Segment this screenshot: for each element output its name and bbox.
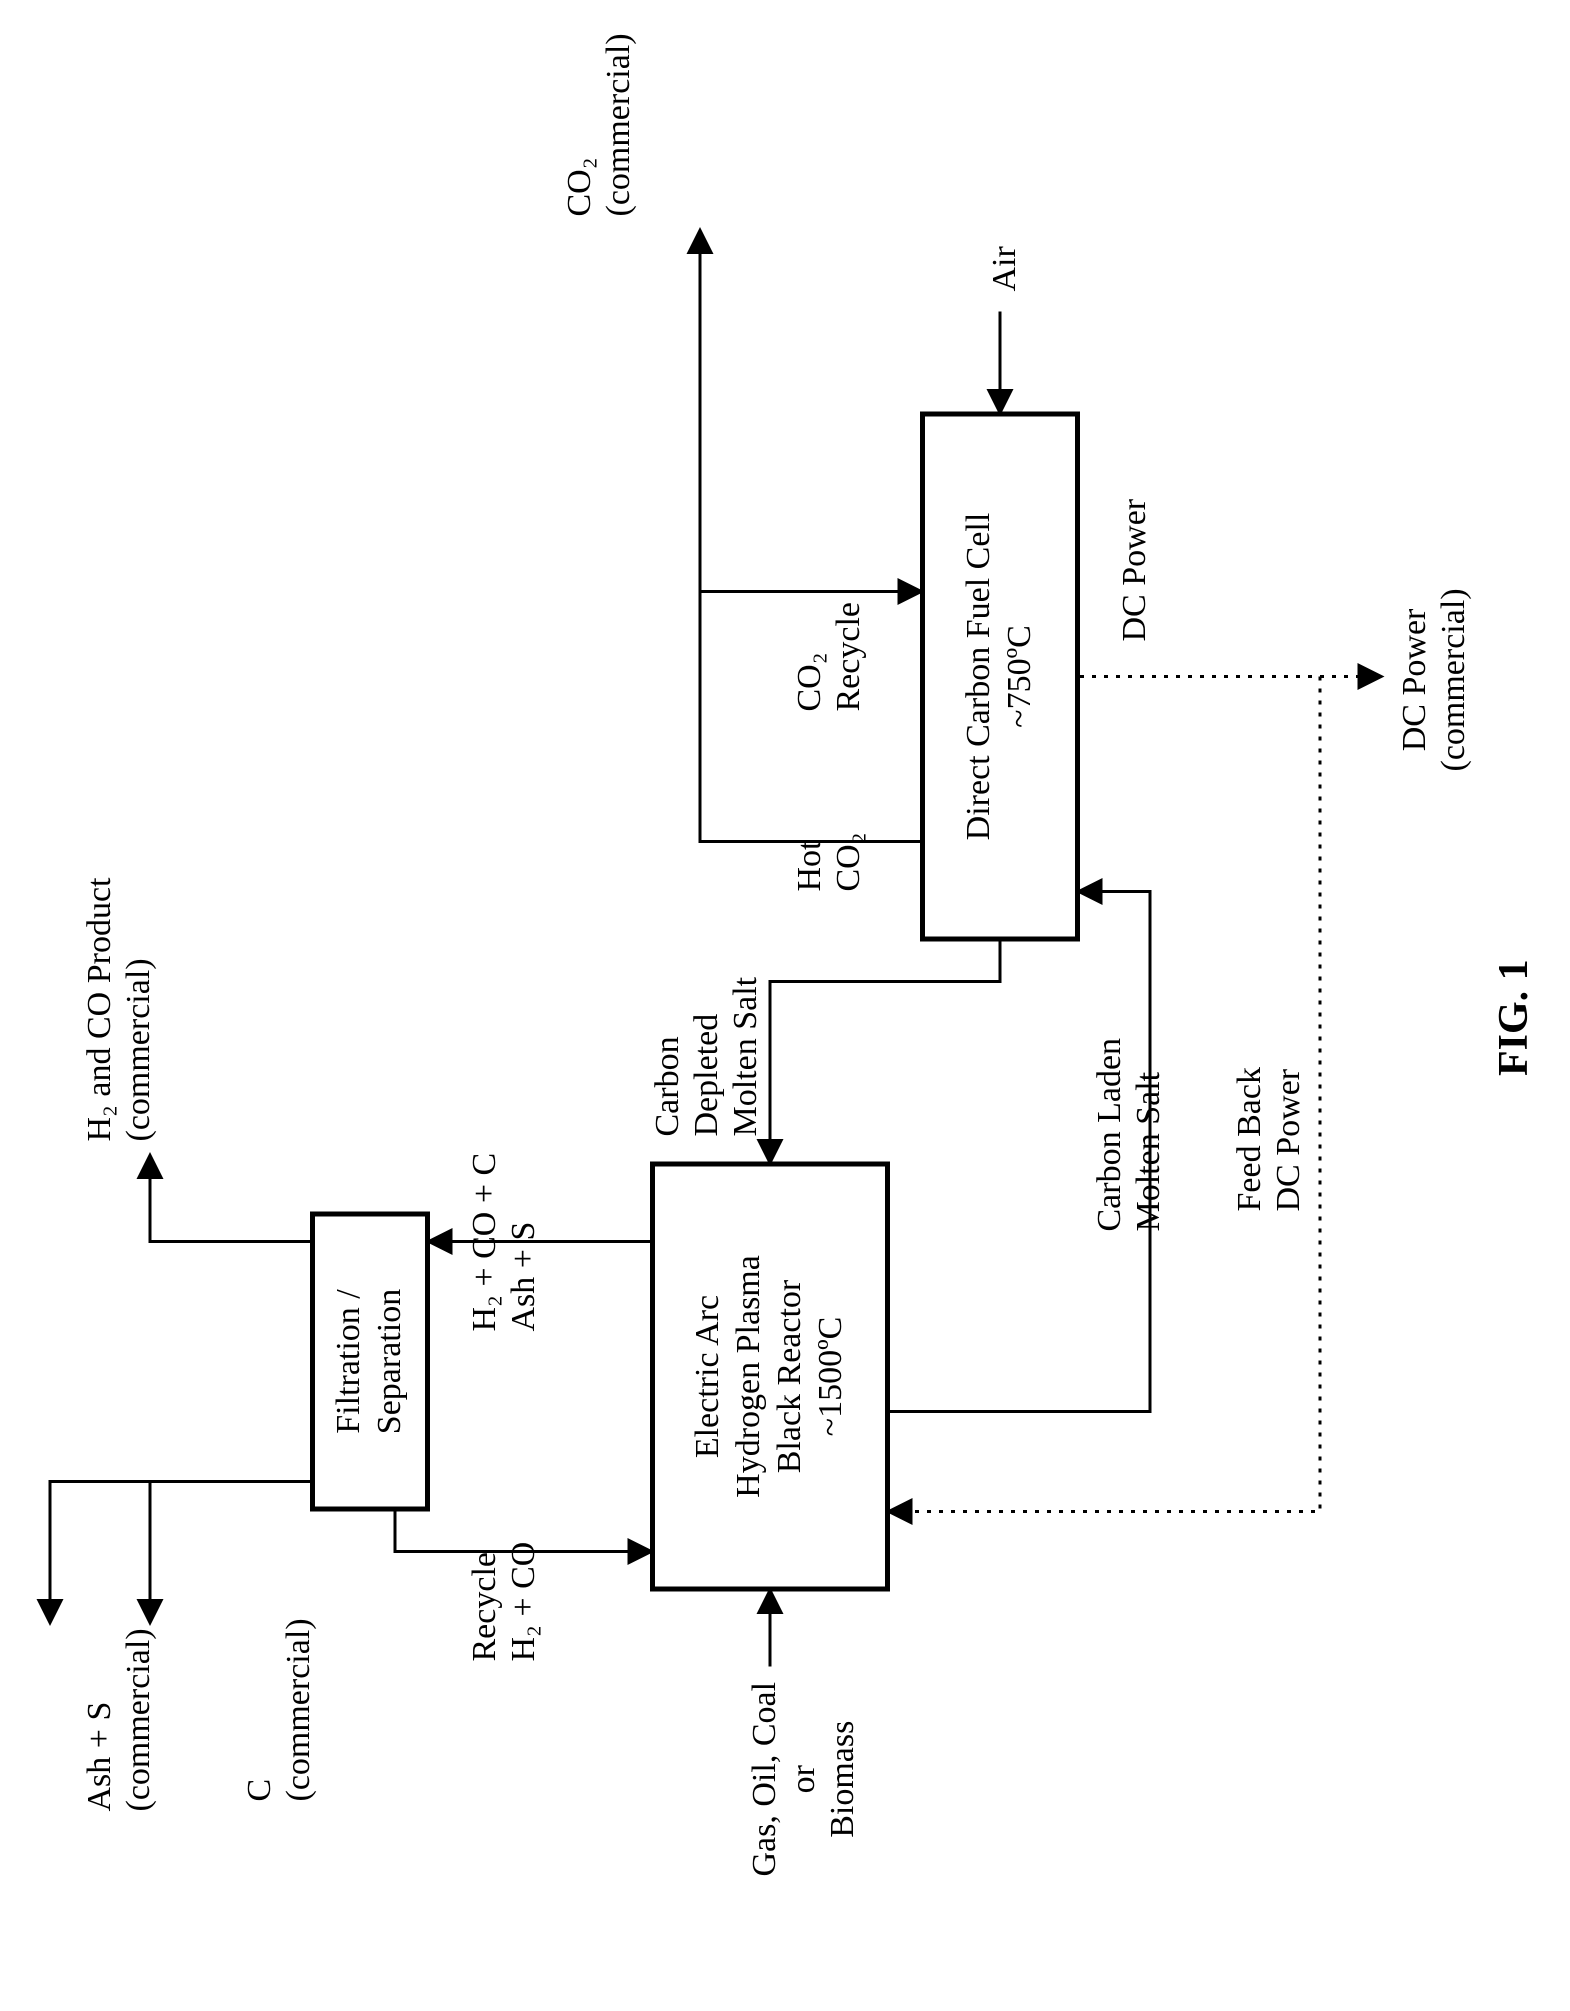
label-ash-s: Ash + S (commercial) (80, 1628, 158, 1811)
label-co2-comm: CO₂ (commercial) (560, 33, 638, 216)
flowchart-canvas: Filtration /Separation Electric ArcHydro… (0, 0, 1570, 2011)
label-c: C (commercial) (240, 1618, 318, 1801)
figure-caption: FIG. 1 (1490, 959, 1538, 1076)
label-carbon-laden: Carbon Laden Molten Salt (1090, 1037, 1168, 1231)
label-hot-co2: Hot CO₂ (790, 832, 868, 891)
label-carbon-dep: Carbon Depleted Molten Salt (648, 976, 765, 1136)
reactor-box: Electric ArcHydrogen PlasmaBlack Reactor… (650, 1161, 890, 1591)
label-dc-comm: DC Power (commercial) (1395, 588, 1473, 771)
label-co2-recycle: CO₂ Recycle (790, 602, 868, 712)
fuelcell-box: Direct Carbon Fuel Cell~750ºC (920, 411, 1080, 941)
label-dc-power: DC Power (1115, 498, 1154, 641)
filtration-box: Filtration /Separation (310, 1211, 430, 1511)
label-h2-co: H₂ and CO Product (commercial) (80, 877, 158, 1141)
label-air: Air (985, 246, 1024, 291)
label-feed: Gas, Oil, Coal or Biomass (745, 1681, 862, 1876)
label-recycle: Recycle H₂ + CO (465, 1541, 543, 1661)
label-h2coc: H₂ + CO + C Ash + S (465, 1152, 543, 1331)
label-feedback: Feed Back DC Power (1230, 1067, 1308, 1211)
